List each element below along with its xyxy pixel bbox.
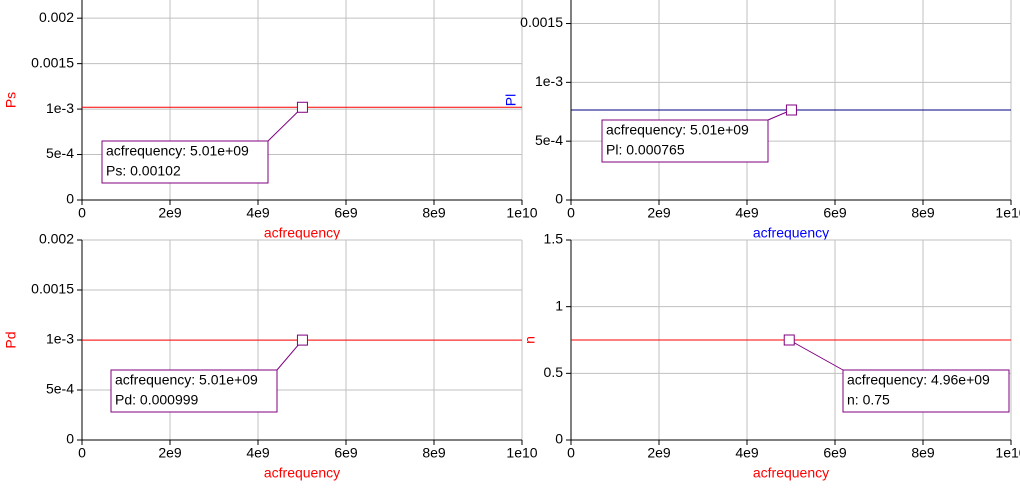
annotation-box bbox=[110, 369, 278, 413]
annotation-text: Ps: 0.00102 bbox=[106, 163, 181, 179]
annotation-box bbox=[101, 140, 269, 184]
cursor-marker bbox=[785, 104, 797, 116]
cursor-marker bbox=[296, 334, 308, 346]
cursor-marker bbox=[783, 334, 795, 346]
x-tick-label: 1e10 bbox=[506, 205, 537, 221]
x-tick-label: 0 bbox=[567, 445, 575, 461]
y-tick-label: 0 bbox=[66, 191, 74, 207]
y-tick-label: 1 bbox=[555, 297, 563, 313]
y-tick-label: 1e-3 bbox=[46, 331, 74, 347]
y-tick-label: 1.5 bbox=[544, 231, 564, 247]
x-tick-label: 8e9 bbox=[422, 205, 446, 221]
annotation-text: acfrequency: 5.01e+09 bbox=[106, 143, 249, 159]
y-axis-label: n bbox=[522, 336, 538, 344]
y-tick-label: 5e-4 bbox=[46, 381, 74, 397]
x-tick-label: 6e9 bbox=[334, 205, 358, 221]
x-tick-label: 2e9 bbox=[647, 205, 671, 221]
annotation-box bbox=[842, 369, 1010, 413]
y-tick-label: 0 bbox=[555, 431, 563, 447]
annotation-text: acfrequency: 5.01e+09 bbox=[115, 372, 258, 388]
x-tick-label: 6e9 bbox=[823, 445, 847, 461]
y-tick-label: 0.0015 bbox=[31, 54, 74, 70]
annotation-text: n: 0.75 bbox=[847, 392, 890, 408]
x-tick-label: 0 bbox=[567, 205, 575, 221]
x-tick-label: 1e10 bbox=[995, 445, 1020, 461]
x-tick-label: 4e9 bbox=[735, 205, 759, 221]
annotation-text: Pd: 0.000999 bbox=[115, 392, 199, 408]
y-tick-label: 0.002 bbox=[39, 231, 74, 247]
y-tick-label: 1e-3 bbox=[46, 100, 74, 116]
y-tick-label: 1e-3 bbox=[535, 73, 563, 89]
y-tick-label: 0 bbox=[66, 431, 74, 447]
x-tick-label: 2e9 bbox=[158, 445, 182, 461]
y-axis-label: Pl bbox=[503, 94, 519, 106]
annotation-text: acfrequency: 5.01e+09 bbox=[606, 122, 749, 138]
x-axis-label: acfrequency bbox=[753, 225, 829, 241]
y-tick-label: 0.0015 bbox=[520, 14, 563, 30]
x-tick-label: 8e9 bbox=[422, 445, 446, 461]
annotation-text: acfrequency: 4.96e+09 bbox=[847, 372, 990, 388]
annotation-text: Pl: 0.000765 bbox=[606, 142, 685, 158]
y-tick-label: 0 bbox=[555, 191, 563, 207]
y-tick-label: 0.002 bbox=[39, 9, 74, 25]
x-axis-label: acfrequency bbox=[753, 465, 829, 481]
x-tick-label: 8e9 bbox=[911, 205, 935, 221]
x-tick-label: 1e10 bbox=[995, 205, 1020, 221]
x-tick-label: 2e9 bbox=[158, 205, 182, 221]
x-tick-label: 0 bbox=[78, 445, 86, 461]
x-tick-label: 1e10 bbox=[506, 445, 537, 461]
annotation-connector bbox=[788, 339, 844, 371]
x-tick-label: 4e9 bbox=[735, 445, 759, 461]
x-axis-label: acfrequency bbox=[264, 465, 340, 481]
x-tick-label: 4e9 bbox=[246, 445, 270, 461]
x-axis-label: acfrequency bbox=[264, 225, 340, 241]
x-tick-label: 2e9 bbox=[647, 445, 671, 461]
x-tick-label: 8e9 bbox=[911, 445, 935, 461]
y-axis-label: Pd bbox=[3, 331, 19, 348]
x-tick-label: 6e9 bbox=[823, 205, 847, 221]
y-tick-label: 5e-4 bbox=[535, 132, 563, 148]
annotation-connector bbox=[267, 106, 303, 142]
x-tick-label: 6e9 bbox=[334, 445, 358, 461]
cursor-marker bbox=[296, 101, 308, 113]
y-axis-label: Ps bbox=[3, 92, 19, 108]
y-tick-label: 0.0015 bbox=[31, 281, 74, 297]
x-tick-label: 0 bbox=[78, 205, 86, 221]
y-tick-label: 5e-4 bbox=[46, 145, 74, 161]
annotation-box bbox=[601, 119, 769, 163]
x-tick-label: 4e9 bbox=[246, 205, 270, 221]
y-tick-label: 0.5 bbox=[544, 364, 564, 380]
